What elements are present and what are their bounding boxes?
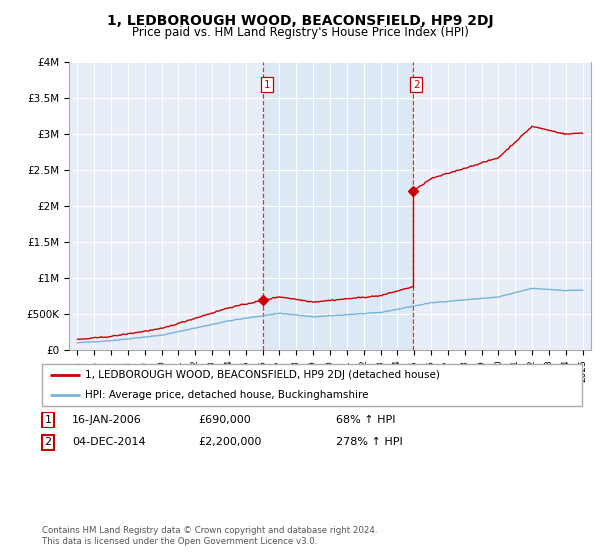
Text: 16-JAN-2006: 16-JAN-2006 — [72, 415, 142, 425]
Text: 2: 2 — [413, 80, 419, 90]
Text: 1, LEDBOROUGH WOOD, BEACONSFIELD, HP9 2DJ: 1, LEDBOROUGH WOOD, BEACONSFIELD, HP9 2D… — [107, 14, 493, 28]
Text: £2,200,000: £2,200,000 — [198, 437, 262, 447]
Text: £690,000: £690,000 — [198, 415, 251, 425]
Text: 2: 2 — [44, 437, 52, 447]
Text: 1, LEDBOROUGH WOOD, BEACONSFIELD, HP9 2DJ (detached house): 1, LEDBOROUGH WOOD, BEACONSFIELD, HP9 2D… — [85, 370, 440, 380]
Text: 278% ↑ HPI: 278% ↑ HPI — [336, 437, 403, 447]
Text: Contains HM Land Registry data © Crown copyright and database right 2024.
This d: Contains HM Land Registry data © Crown c… — [42, 526, 377, 546]
Text: 1: 1 — [44, 415, 52, 425]
Text: HPI: Average price, detached house, Buckinghamshire: HPI: Average price, detached house, Buck… — [85, 390, 369, 400]
Text: 04-DEC-2014: 04-DEC-2014 — [72, 437, 146, 447]
Text: 1: 1 — [263, 80, 270, 90]
Bar — [263, 62, 413, 350]
Text: 68% ↑ HPI: 68% ↑ HPI — [336, 415, 395, 425]
Text: Price paid vs. HM Land Registry's House Price Index (HPI): Price paid vs. HM Land Registry's House … — [131, 26, 469, 39]
